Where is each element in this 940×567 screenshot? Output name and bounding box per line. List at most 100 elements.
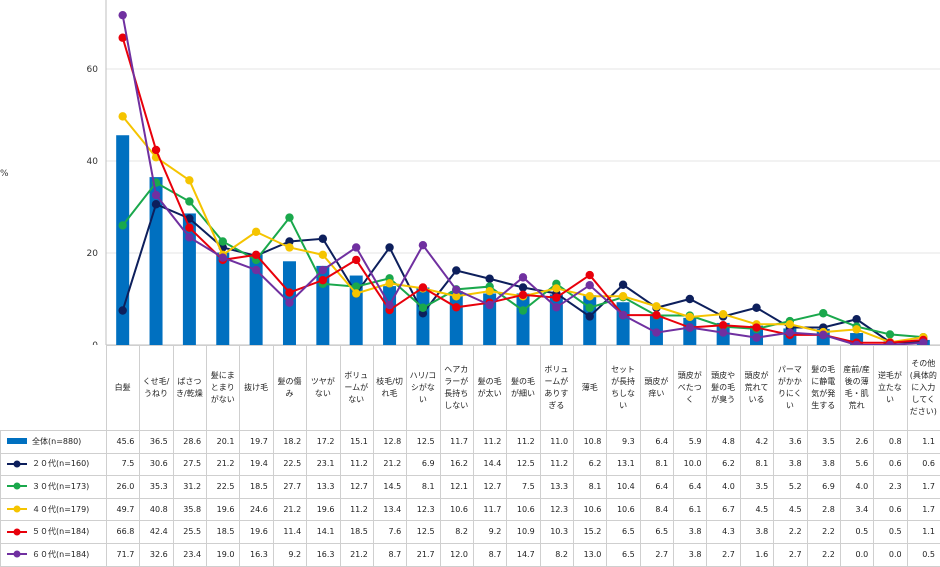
legend-label: ２０代(n=160) [32,459,90,469]
table-cell: 5.2 [788,481,802,491]
category-header: ハリ/コシがない [409,370,437,404]
category-header: 産前/産後の薄毛・肌荒れ [843,364,870,410]
table-cell: 6.2 [722,459,735,469]
line-point [518,306,528,315]
line-point [885,330,895,339]
line-series-3 [118,33,928,345]
line-point [118,33,127,42]
table-cell: 40.8 [149,504,168,514]
table-cell: 0.6 [888,459,902,469]
table-cell: 8.7 [488,549,502,559]
line-point [685,294,694,304]
table-cell: 8.1 [655,459,669,469]
table-cell: 13.1 [616,459,635,469]
table-cell: 10.3 [550,527,569,537]
line-point [418,240,428,250]
table-cell: 6.1 [688,504,702,514]
bar-4 [249,254,263,345]
table-cell: 32.6 [149,549,168,559]
table-cell: 2.2 [788,527,802,537]
table-cell: 18.5 [249,481,268,491]
line-point [718,321,728,330]
table-cell: 18.2 [283,436,302,446]
table-cell: 0.6 [922,459,935,469]
table-cell: 2.2 [822,527,835,537]
table-cell: 11.0 [550,436,569,446]
table-border [106,345,107,566]
table-cell: 15.2 [583,527,602,537]
table-border [0,475,940,477]
line-point [552,284,561,293]
table-border [539,345,541,566]
category-header: ヘアカラーが長持ちしない [444,364,469,410]
table-cell: 6.2 [588,459,602,469]
line-point [852,315,861,324]
table-cell: 3.6 [788,436,802,446]
table-cell: 16.3 [316,549,335,559]
table-cell: 6.9 [421,459,435,469]
category-header: 薄毛 [581,382,598,392]
table-cell: 49.7 [116,504,135,514]
line-point [251,227,261,237]
table-cell: 10.8 [583,436,602,446]
line-point [585,312,594,321]
table-cell: 0.0 [855,549,869,559]
table-cell: 11.7 [450,436,468,446]
legend-label: ６０代(n=184) [32,549,90,559]
legend-entry: ４０代(n=179) [0,498,106,521]
table-cell: 66.8 [116,527,135,537]
table-cell: 18.5 [216,527,235,537]
table-cell: 3.4 [855,504,869,514]
category-header: くせ毛/うねり [142,376,170,398]
legend-line-swatch-icon [7,482,27,490]
table-cell: 7.5 [121,459,135,469]
line-point [885,340,895,345]
category-header: 頭皮が痒い [644,376,669,398]
legend-line-swatch-icon [7,550,27,558]
line-point [218,237,227,246]
table-cell: 19.7 [249,436,268,446]
table-border [839,345,841,566]
line-point [318,234,328,243]
line-point [251,250,261,260]
y-tick-label: 20 [87,249,99,259]
line-point [585,270,594,280]
category-header: 枝毛/切れ毛 [376,376,403,398]
table-cell: 17.2 [316,436,335,446]
legend-entry: ６０代(n=184) [0,543,106,566]
line-point [185,223,194,232]
table-cell: 3.8 [822,459,835,469]
table-cell: 2.3 [888,481,902,491]
y-tick-label: 40 [87,157,99,167]
table-cell: 12.7 [483,481,502,491]
table-cell: 31.2 [183,481,202,491]
legend-entry: ５０代(n=184) [0,520,106,543]
table-cell: 35.3 [149,481,168,491]
line-point [785,320,795,329]
line-point [752,323,761,332]
table-cell: 11.2 [350,504,368,514]
table-cell: 10.6 [516,504,535,514]
table-cell: 2.2 [822,549,835,559]
line-point [118,221,127,230]
line-point [385,243,394,252]
table-cell: 14.7 [516,549,535,559]
line-point [618,292,628,301]
table-cell: 10.6 [616,504,635,514]
line-point [552,293,561,302]
table-cell: 0.5 [855,527,869,537]
line-point [185,233,194,242]
table-cell: 23.4 [183,549,202,559]
table-cell: 1.7 [922,481,935,491]
table-border [673,345,675,566]
table-cell: 14.5 [383,481,402,491]
line-point [652,302,661,311]
table-border [206,345,208,566]
table-cell: 3.8 [688,549,702,559]
line-point [352,243,361,252]
table-border [339,345,341,566]
table-cell: 27.7 [283,481,302,491]
table-cell: 4.0 [855,481,869,491]
table-border [873,345,875,566]
line-point [685,323,694,332]
